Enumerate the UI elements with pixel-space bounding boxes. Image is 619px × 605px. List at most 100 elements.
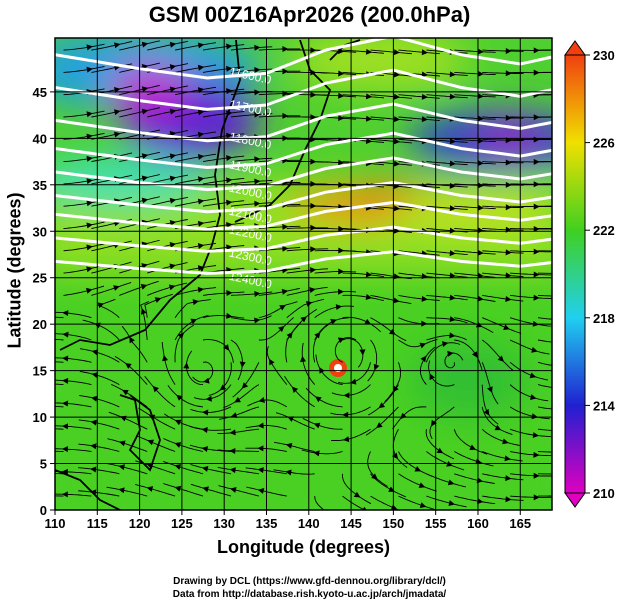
- streamline: [370, 205, 412, 211]
- streamline-arrow: [533, 271, 540, 278]
- y-tick-label: 30: [33, 224, 47, 239]
- streamline-arrow: [197, 109, 205, 116]
- streamline: [398, 116, 440, 122]
- streamline-arrow: [533, 181, 540, 188]
- streamline: [135, 460, 176, 475]
- streamline: [312, 323, 330, 363]
- streamline-arrow: [421, 295, 428, 302]
- streamline: [192, 361, 214, 383]
- streamline: [454, 71, 496, 76]
- streamline-arrow: [533, 114, 540, 121]
- streamline: [273, 469, 315, 475]
- streamline: [370, 495, 401, 510]
- streamline: [79, 348, 120, 363]
- streamline: [218, 485, 260, 497]
- x-tick-label: 140: [298, 516, 320, 531]
- streamline-arrow: [310, 180, 317, 187]
- streamline-arrow: [121, 389, 129, 396]
- streamline-arrow: [282, 112, 289, 119]
- streamline-arrow: [376, 422, 383, 429]
- streamline: [454, 339, 483, 371]
- streamline: [384, 362, 402, 403]
- streamline-arrow: [146, 486, 154, 492]
- streamline: [219, 406, 260, 420]
- streamline: [342, 473, 372, 505]
- streamline-arrow: [226, 244, 233, 251]
- streamline: [342, 338, 364, 368]
- streamline-arrow: [61, 400, 69, 407]
- streamline-arrow: [314, 396, 322, 403]
- streamline: [370, 161, 412, 166]
- streamline: [274, 441, 315, 452]
- streamline: [286, 308, 318, 341]
- streamline: [538, 227, 552, 229]
- streamline-arrow: [533, 248, 540, 255]
- streamline-arrow: [226, 199, 233, 206]
- streamline: [429, 406, 455, 440]
- streamline: [454, 49, 496, 53]
- streamline-arrow: [91, 372, 98, 379]
- streamline-arrow: [449, 205, 456, 212]
- x-tick-label: 145: [340, 516, 362, 531]
- streamline-arrow: [201, 426, 208, 433]
- y-tick-label: 45: [33, 85, 47, 100]
- streamline: [538, 205, 552, 207]
- streamline-arrow: [146, 463, 154, 469]
- streamline-arrow: [257, 488, 265, 494]
- streamline: [230, 46, 273, 51]
- streamline-arrow: [310, 202, 317, 209]
- streamline-arrow: [477, 204, 484, 211]
- streamline: [482, 495, 524, 501]
- streamline-arrow: [86, 266, 93, 273]
- streamline: [79, 370, 120, 385]
- streamline-arrow: [229, 447, 236, 454]
- streamline-arrow: [531, 413, 538, 420]
- streamline: [314, 228, 357, 231]
- streamline-arrow: [390, 504, 398, 510]
- streamline: [537, 361, 552, 366]
- streamline-arrow: [114, 109, 121, 116]
- streamline: [202, 155, 245, 163]
- streamline-arrow: [91, 349, 99, 356]
- streamline-arrow: [533, 158, 540, 165]
- contour-line: [55, 156, 552, 192]
- streamline: [426, 94, 468, 99]
- streamline: [174, 299, 211, 318]
- streamline-arrow: [431, 419, 437, 427]
- streamline-arrow: [281, 288, 289, 295]
- streamline-arrow: [505, 48, 512, 54]
- streamline: [138, 407, 176, 430]
- streamline-arrow: [169, 86, 177, 93]
- streamline-arrow: [141, 175, 149, 182]
- streamline-arrow: [86, 66, 93, 73]
- streamline: [136, 435, 176, 452]
- streamline-arrow: [503, 324, 510, 331]
- streamline: [398, 473, 437, 492]
- streamline: [538, 473, 552, 475]
- streamline-arrow: [169, 175, 177, 182]
- streamline-arrow: [226, 88, 233, 95]
- streamline: [454, 116, 496, 120]
- streamline: [140, 301, 150, 341]
- streamline-arrow: [471, 351, 478, 358]
- x-tick-label: 165: [509, 516, 531, 531]
- contour-line: [55, 225, 552, 253]
- streamline: [482, 71, 524, 75]
- streamline-arrow: [239, 361, 246, 368]
- streamline-arrow: [300, 316, 307, 323]
- streamline-arrow: [421, 71, 428, 78]
- streamline: [482, 250, 524, 254]
- streamline-arrow: [34, 448, 40, 454]
- streamline: [453, 429, 488, 455]
- streamline: [510, 228, 552, 230]
- streamline-arrow: [505, 496, 512, 503]
- streamline-arrow: [287, 416, 295, 422]
- colorbar-tick-label: 226: [593, 136, 615, 151]
- streamline-arrow: [62, 377, 69, 384]
- streamline: [482, 317, 522, 334]
- streamline: [286, 227, 329, 229]
- streamline-arrow: [62, 310, 69, 317]
- streamline-arrow: [373, 363, 380, 371]
- colorbar-tick-label: 222: [593, 223, 615, 238]
- streamline-arrow: [365, 271, 373, 278]
